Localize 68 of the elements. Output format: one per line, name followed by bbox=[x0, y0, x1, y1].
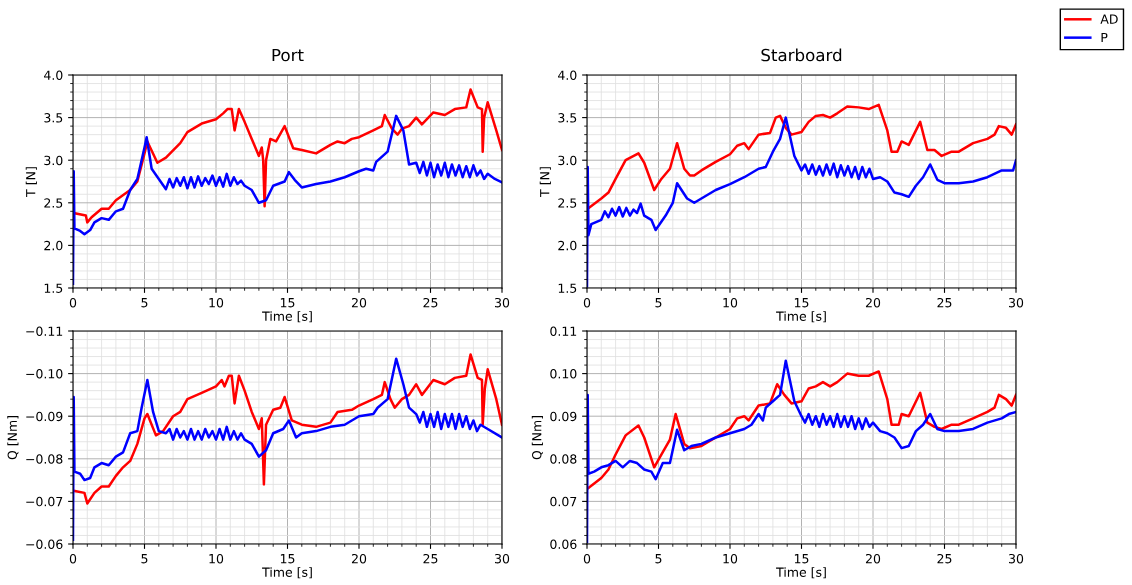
y-tick-label: −0.06 bbox=[26, 539, 63, 549]
y-tick-label: 2.0 bbox=[558, 240, 577, 251]
x-tick-label: 15 bbox=[280, 554, 295, 564]
y-axis-title: Q [Nm] bbox=[531, 416, 543, 460]
x-tick-label: 25 bbox=[423, 553, 438, 564]
x-tick-label: 0 bbox=[69, 553, 77, 564]
line-series bbox=[587, 370, 1016, 490]
x-tick-label: 25 bbox=[937, 297, 952, 308]
x-tick-label: 20 bbox=[351, 297, 367, 308]
legend-label: AD bbox=[1100, 14, 1118, 24]
y-axis-title: T [N] bbox=[25, 167, 37, 197]
x-tick-label: 5 bbox=[655, 554, 662, 564]
y-tick-label: 3.0 bbox=[558, 155, 577, 166]
y-tick-label: 0.10 bbox=[550, 369, 577, 379]
x-axis-title: Time [s] bbox=[776, 311, 826, 323]
y-tick-label: 3.5 bbox=[558, 113, 577, 123]
y-tick-label: 4.0 bbox=[558, 70, 577, 80]
x-tick-label: 15 bbox=[794, 554, 809, 564]
y-tick-label: 1.5 bbox=[558, 283, 577, 293]
x-tick-label: 25 bbox=[937, 553, 952, 564]
x-axis-title: Time [s] bbox=[776, 567, 826, 579]
y-tick-label: 4.0 bbox=[44, 70, 63, 80]
x-tick-label: 10 bbox=[209, 297, 224, 308]
x-tick-label: 5 bbox=[141, 298, 148, 308]
x-tick-label: 15 bbox=[280, 298, 295, 308]
y-tick-label: 0.11 bbox=[550, 326, 577, 336]
x-tick-label: 20 bbox=[865, 553, 881, 564]
x-tick-label: 0 bbox=[583, 297, 591, 308]
line-series bbox=[73, 88, 502, 224]
y-axis-title: Q [Nm] bbox=[7, 416, 19, 460]
chart-title: Port bbox=[272, 48, 304, 62]
y-tick-label: 0.06 bbox=[550, 539, 577, 549]
x-tick-label: 25 bbox=[423, 297, 438, 308]
y-tick-label: 2.5 bbox=[558, 198, 577, 208]
y-tick-label: 0.09 bbox=[550, 411, 577, 422]
y-tick-label: 3.5 bbox=[44, 113, 63, 123]
x-tick-label: 30 bbox=[495, 553, 510, 564]
x-tick-label: 10 bbox=[209, 553, 224, 564]
y-tick-label: 3.0 bbox=[44, 155, 63, 166]
x-tick-label: 0 bbox=[69, 297, 77, 308]
y-tick-label: −0.10 bbox=[26, 369, 63, 379]
x-tick-label: 15 bbox=[794, 298, 809, 308]
x-axis-title: Time [s] bbox=[262, 567, 312, 579]
line-series bbox=[587, 103, 1016, 211]
x-tick-label: 30 bbox=[495, 297, 510, 308]
y-tick-label: −0.11 bbox=[26, 326, 63, 336]
y-tick-label: −0.08 bbox=[26, 454, 63, 464]
y-tick-label: 2.0 bbox=[44, 240, 63, 251]
x-tick-label: 5 bbox=[655, 298, 662, 308]
x-tick-label: 20 bbox=[865, 297, 881, 308]
y-tick-label: 0.08 bbox=[550, 454, 577, 464]
y-tick-label: 1.5 bbox=[44, 283, 63, 293]
line-series bbox=[73, 353, 502, 505]
y-tick-label: 2.5 bbox=[44, 198, 63, 208]
x-tick-label: 30 bbox=[1009, 297, 1024, 308]
chart-title: Starboard bbox=[761, 48, 842, 62]
y-tick-label: −0.07 bbox=[26, 496, 63, 507]
x-axis-title: Time [s] bbox=[262, 311, 312, 323]
x-tick-label: 10 bbox=[723, 297, 738, 308]
x-tick-label: 20 bbox=[351, 553, 367, 564]
y-tick-label: −0.09 bbox=[26, 411, 63, 422]
y-tick-label: 0.07 bbox=[550, 496, 577, 507]
x-tick-label: 30 bbox=[1009, 553, 1024, 564]
x-tick-label: 0 bbox=[583, 553, 591, 564]
y-axis-title: T [N] bbox=[539, 167, 551, 197]
x-tick-label: 5 bbox=[141, 554, 148, 564]
legend-label: P bbox=[1101, 32, 1108, 43]
x-tick-label: 10 bbox=[723, 553, 738, 564]
